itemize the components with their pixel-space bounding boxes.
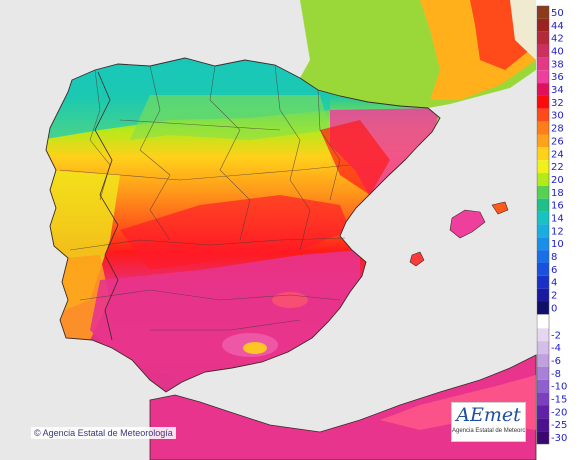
legend-swatch: [537, 262, 549, 276]
legend-swatch: [537, 121, 549, 135]
legend-swatch: [537, 328, 549, 342]
legend-swatch: [537, 288, 549, 302]
legend-label: -20: [551, 407, 567, 418]
neutral-area-ne: [510, 0, 536, 60]
legend-label: -4: [551, 343, 561, 354]
legend-swatch: [537, 354, 549, 367]
legend-swatch: [537, 95, 549, 109]
menorca-island: [491, 201, 509, 215]
legend-label: 36: [551, 72, 564, 83]
legend-swatch: [537, 250, 549, 263]
legend-label: 28: [551, 124, 564, 135]
ibiza-island: [409, 251, 425, 267]
portugal-spain-border: [94, 71, 119, 341]
copyright-credit: © Agencia Estatal de Meteorología: [31, 427, 176, 439]
legend-label: 4: [551, 278, 557, 289]
legend-label: 44: [551, 21, 564, 32]
legend-swatch: [537, 185, 549, 199]
legend-swatch: [537, 57, 549, 71]
legend-label: 50: [551, 8, 564, 19]
legend-label: 0: [551, 303, 557, 314]
legend-label: -2: [551, 330, 561, 341]
legend-swatch: [537, 224, 549, 238]
legend-swatch: [537, 237, 549, 251]
legend-swatch: [537, 301, 549, 315]
legend-label: 14: [551, 214, 564, 225]
legend-swatch: [537, 160, 549, 174]
legend-label: 2: [551, 291, 557, 302]
legend-label: -30: [551, 433, 567, 444]
legend-label: 18: [551, 188, 564, 199]
legend-swatch: [537, 18, 549, 32]
legend-swatch: [537, 173, 549, 186]
legend-label: -15: [551, 395, 567, 406]
legend-label: 34: [551, 85, 564, 96]
legend-swatch: [537, 134, 549, 148]
legend-swatch: [537, 211, 549, 225]
legend-label: 16: [551, 201, 564, 212]
legend-label: -8: [551, 369, 561, 380]
legend-label: 24: [551, 149, 564, 160]
legend-swatch: [537, 70, 549, 84]
legend-label: -6: [551, 356, 561, 367]
legend-label: 22: [551, 162, 564, 173]
legend-swatch: [537, 341, 549, 355]
legend-swatch: [537, 31, 549, 45]
legend-label: 26: [551, 136, 564, 147]
legend-label: 8: [551, 252, 557, 263]
logo-subtitle: Agencia Estatal de Meteorología: [452, 428, 526, 434]
legend-swatch: [537, 379, 549, 393]
legend-swatch: [537, 405, 549, 419]
legend-swatch: [537, 418, 549, 432]
legend-label: 32: [551, 98, 564, 109]
balearic-islands: [409, 201, 509, 267]
mallorca-island: [449, 209, 486, 239]
logo-title: AEmet: [456, 404, 521, 426]
legend-label: -10: [551, 382, 567, 393]
legend-label: 20: [551, 175, 564, 186]
legend-swatch: [537, 6, 549, 19]
legend-label: 12: [551, 226, 564, 237]
legend-label: 40: [551, 46, 564, 57]
legend-label: 10: [551, 239, 564, 250]
legend-swatch: [537, 275, 549, 289]
legend-swatch: [537, 147, 549, 161]
legend-label: 6: [551, 265, 557, 276]
legend-swatch: [537, 198, 549, 212]
legend-label: 38: [551, 59, 564, 70]
legend-label: -25: [551, 420, 567, 431]
legend-swatch: [537, 44, 549, 58]
legend-swatch: [537, 108, 549, 122]
legend-swatch: [537, 366, 549, 380]
legend-label: 42: [551, 34, 564, 45]
legend-swatch: [537, 431, 549, 444]
legend-label: 30: [551, 111, 564, 122]
legend-swatch: [537, 392, 549, 406]
legend-swatch: [537, 83, 549, 96]
legend-frame: [536, 5, 550, 445]
aemet-logo: AEmet Agencia Estatal de Meteorología: [451, 402, 526, 442]
temperature-legend: 5044424038363432302826242220181614121086…: [536, 5, 567, 445]
